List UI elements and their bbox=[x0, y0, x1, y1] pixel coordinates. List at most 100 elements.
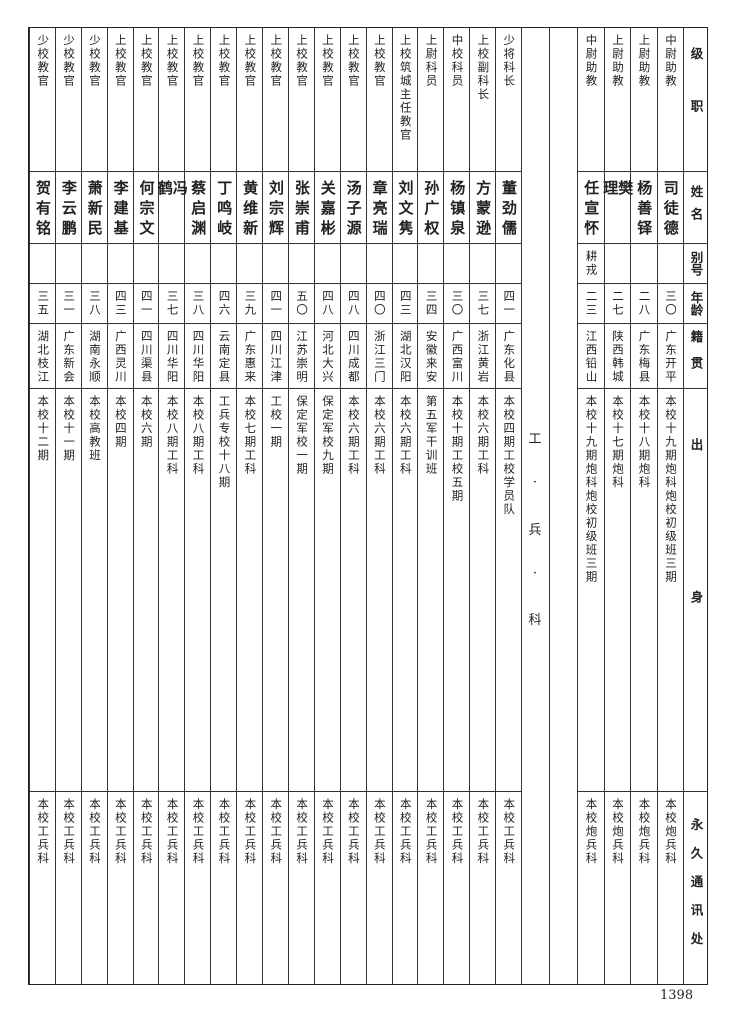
native-text: 广西富川 bbox=[450, 330, 465, 384]
address-text: 本校炮兵科 bbox=[637, 798, 652, 866]
rank-text: 上校副科长 bbox=[476, 34, 491, 102]
rank-text: 上校教官 bbox=[191, 34, 206, 88]
origin-text: 本校十九期炮科炮校初级班三期 bbox=[584, 395, 599, 584]
cell-age: 四六 bbox=[211, 283, 237, 323]
name-text: 丁鸣岐 bbox=[215, 180, 234, 240]
age-text: 四一 bbox=[269, 290, 284, 317]
address-text: 本校工兵科 bbox=[450, 798, 465, 866]
origin-text: 本校八期工科 bbox=[165, 395, 180, 476]
section-column bbox=[521, 28, 549, 984]
native-text: 广西灵川 bbox=[113, 330, 128, 384]
cell-alias bbox=[107, 243, 133, 283]
cell-age: 二三 bbox=[578, 283, 604, 323]
cell-native: 湖北枝江 bbox=[30, 323, 55, 388]
native-text: 云南定县 bbox=[217, 330, 232, 384]
name-text: 司徒德 bbox=[661, 180, 680, 240]
cell-origin: 本校四期 bbox=[107, 388, 133, 791]
record-column: 上尉助教 杨善铎 二八 广东梅县 本校十八期炮科 本校炮兵科 bbox=[630, 28, 657, 984]
cell-age: 三四 bbox=[418, 283, 444, 323]
age-text: 三〇 bbox=[664, 290, 678, 317]
address-text: 本校工兵科 bbox=[346, 798, 361, 866]
cell-origin: 本校十八期炮科 bbox=[631, 388, 657, 791]
header-rank: 级职 bbox=[684, 28, 708, 171]
cell-alias bbox=[185, 243, 211, 283]
section-char: 科 bbox=[528, 613, 542, 628]
cell-origin: 本校六期工科 bbox=[470, 388, 496, 791]
cell-origin: 本校八期工科 bbox=[185, 388, 211, 791]
origin-text: 本校七期工科 bbox=[243, 395, 258, 476]
cell-native: 广东开平 bbox=[657, 323, 683, 388]
age-text: 三八 bbox=[87, 290, 102, 317]
age-text: 三五 bbox=[36, 290, 51, 317]
cell-alias: 耕戎 bbox=[578, 243, 604, 283]
cell-origin: 保定军校一期 bbox=[288, 388, 314, 791]
cell-alias bbox=[288, 243, 314, 283]
native-text: 广东化县 bbox=[502, 330, 517, 384]
header-address-text: 永久通讯处 bbox=[688, 817, 704, 961]
cell-name: 丁鸣岐 bbox=[211, 171, 237, 243]
cell-name: 贺有铭 bbox=[30, 171, 55, 243]
cell-rank: 上校教官 bbox=[315, 28, 340, 171]
record-column: 上校教官 李建基 四三 广西灵川 本校四期 本校工兵科 bbox=[106, 28, 133, 984]
address-text: 本校工兵科 bbox=[36, 798, 51, 866]
cell-address: 本校炮兵科 bbox=[578, 791, 604, 986]
header-rank-text: 级职 bbox=[688, 47, 704, 152]
rank-text: 上校教官 bbox=[217, 34, 232, 88]
cell-alias bbox=[211, 243, 237, 283]
cell-native: 安徽来安 bbox=[418, 323, 444, 388]
name-text: 何宗文 bbox=[137, 180, 156, 240]
cell-native: 广东化县 bbox=[496, 323, 521, 388]
cell-address: 本校工兵科 bbox=[159, 791, 185, 986]
cell-alias bbox=[30, 243, 55, 283]
age-text: 四六 bbox=[217, 290, 232, 317]
header-native: 籍贯 bbox=[684, 323, 708, 388]
origin-text: 本校四期 bbox=[113, 395, 128, 449]
age-text: 二八 bbox=[637, 290, 652, 317]
cell-native: 浙江黄岩 bbox=[470, 323, 496, 388]
cell-rank: 少将科长 bbox=[496, 28, 521, 171]
cell-alias bbox=[496, 243, 521, 283]
address-text: 本校工兵科 bbox=[372, 798, 387, 866]
age-text: 三九 bbox=[243, 290, 258, 317]
section-label-engineer: 工 · 兵 · 科 bbox=[521, 428, 549, 628]
origin-text: 本校六期工科 bbox=[398, 395, 413, 476]
native-text: 广东新会 bbox=[62, 330, 77, 384]
cell-address: 本校工兵科 bbox=[288, 791, 314, 986]
origin-text: 第五军干训班 bbox=[424, 395, 439, 476]
address-text: 本校工兵科 bbox=[62, 798, 77, 866]
age-text: 五〇 bbox=[295, 290, 310, 317]
native-text: 广东梅县 bbox=[637, 330, 652, 384]
origin-text: 本校六期工科 bbox=[346, 395, 361, 476]
rank-text: 上校教官 bbox=[243, 34, 258, 88]
cell-native: 四川华阳 bbox=[185, 323, 211, 388]
cell-age: 四一 bbox=[496, 283, 521, 323]
cell-origin: 本校高教班 bbox=[81, 388, 107, 791]
cell-rank: 少校教官 bbox=[56, 28, 81, 171]
native-text: 江西铅山 bbox=[584, 330, 599, 384]
record-column: 少将科长 董劲儒 四一 广东化县 本校四期工校学员队 本校工兵科 bbox=[495, 28, 521, 984]
header-alias-text: 别号 bbox=[688, 251, 704, 276]
cell-address: 本校工兵科 bbox=[366, 791, 392, 986]
address-text: 本校工兵科 bbox=[87, 798, 102, 866]
cell-address: 本校炮兵科 bbox=[604, 791, 630, 986]
cell-rank: 上校教官 bbox=[185, 28, 210, 171]
cell-native: 云南定县 bbox=[211, 323, 237, 388]
record-column: 上校教官 关嘉彬 四八 河北大兴 保定军校九期 本校工兵科 bbox=[313, 28, 340, 984]
record-column: 少校教官 萧新民 三八 湖南永顺 本校高教班 本校工兵科 bbox=[80, 28, 107, 984]
name-text: 刘文隽 bbox=[396, 180, 415, 240]
cell-alias bbox=[392, 243, 418, 283]
name-text: 任宣怀 bbox=[582, 180, 601, 240]
age-text: 三七 bbox=[165, 290, 180, 317]
address-text: 本校工兵科 bbox=[398, 798, 413, 866]
cell-rank: 上尉科员 bbox=[418, 28, 443, 171]
origin-text: 本校六期工科 bbox=[476, 395, 491, 476]
rank-text: 上尉助教 bbox=[637, 34, 652, 88]
native-text: 湖南永顺 bbox=[87, 330, 102, 384]
record-column: 上校教官 章亮瑞 四〇 浙江三门 本校六期工科 本校工兵科 bbox=[365, 28, 392, 986]
record-column: 少校教官 李云鹏 三一 广东新会 本校十一期 本校工兵科 bbox=[54, 28, 81, 984]
name-text: 刘宗辉 bbox=[266, 180, 285, 240]
name-text: 董劲儒 bbox=[500, 180, 519, 240]
origin-text: 本校十一期 bbox=[62, 395, 77, 463]
cell-rank: 中尉助教 bbox=[658, 28, 684, 171]
cell-age: 三七 bbox=[159, 283, 185, 323]
